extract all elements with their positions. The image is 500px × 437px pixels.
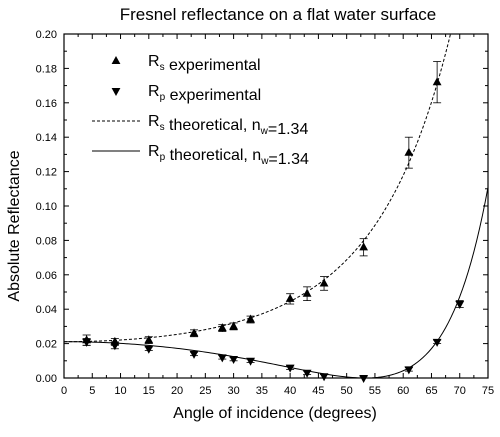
rs-data-point xyxy=(246,314,255,323)
rs-data-point xyxy=(359,242,369,251)
y-tick-label: 0.10 xyxy=(36,201,57,213)
legend-item: Rp theoretical, nw=1.34 xyxy=(92,143,309,168)
x-tick-label: 60 xyxy=(397,385,409,397)
rp-data-point xyxy=(359,374,369,383)
x-axis-label: Angle of incidence (degrees) xyxy=(173,405,377,422)
x-tick-label: 15 xyxy=(143,385,155,397)
rp-data-point xyxy=(302,369,312,378)
rp-data-point xyxy=(285,364,295,373)
rp-data-point xyxy=(404,366,414,375)
legend-text-part: R xyxy=(148,113,160,130)
legend-subscript: p xyxy=(160,152,166,163)
x-tick-label: 20 xyxy=(171,385,183,397)
rs-data-point xyxy=(229,321,238,330)
legend-subscript: s xyxy=(160,122,165,133)
x-tick-label: 70 xyxy=(454,385,466,397)
legend-label: Rp experimental xyxy=(148,83,261,104)
y-tick-label: 0.14 xyxy=(36,132,57,144)
legend-text-part: =1.34 xyxy=(268,151,309,168)
y-tick-label: 0.20 xyxy=(36,29,57,41)
y-tick-label: 0.04 xyxy=(36,304,57,316)
legend-marker xyxy=(111,56,121,65)
rp-data-point xyxy=(189,350,199,359)
y-tick-label: 0.18 xyxy=(36,63,57,75)
y-tick-label: 0.02 xyxy=(36,339,57,351)
rp-data-point xyxy=(82,338,92,347)
legend-text-part: R xyxy=(148,53,160,70)
rs-data-point xyxy=(189,328,199,337)
rs-data-point xyxy=(302,288,312,297)
y-tick-label: 0.06 xyxy=(36,270,57,282)
legend-label: Rs experimental xyxy=(148,53,261,74)
legend-label: Rs theoretical, nw=1.34 xyxy=(148,113,308,138)
plot-frame xyxy=(63,33,489,379)
legend-text-part: R xyxy=(148,143,160,160)
legend-label: Rp theoretical, nw=1.34 xyxy=(148,143,309,168)
x-tick-label: 35 xyxy=(256,385,268,397)
legend-text-part: theoretical, n xyxy=(165,117,261,134)
y-tick-label: 0.16 xyxy=(36,98,57,110)
x-tick-label: 40 xyxy=(284,385,296,397)
legend-text-part: theoretical, n xyxy=(165,147,261,164)
rs-data-point xyxy=(285,293,295,302)
x-tick-label: 25 xyxy=(199,385,211,397)
legend-subscript: s xyxy=(160,62,165,73)
x-tick-label: 10 xyxy=(114,385,126,397)
legend-subscript: p xyxy=(160,92,166,103)
x-tick-label: 45 xyxy=(312,385,324,397)
legend-subscript: w xyxy=(260,156,269,167)
rp-data-point xyxy=(110,342,120,351)
y-axis-label: Absolute Reflectance xyxy=(6,150,23,301)
rs-theory-curve xyxy=(64,34,452,343)
rp-data-point xyxy=(319,373,329,382)
x-tick-label: 65 xyxy=(425,385,437,397)
rp-data-point xyxy=(229,356,238,365)
x-tick-label: 30 xyxy=(227,385,239,397)
x-tick-label: 5 xyxy=(89,385,95,397)
legend-marker xyxy=(111,87,121,96)
x-tick-label: 75 xyxy=(482,385,494,397)
legend-subscript: w xyxy=(260,126,269,137)
rs-data-point xyxy=(217,323,227,332)
chart-title: Fresnel reflectance on a flat water surf… xyxy=(120,5,437,24)
y-tick-label: 0.12 xyxy=(36,167,57,179)
rs-data-point xyxy=(404,147,414,156)
legend-item: Rs experimental xyxy=(148,53,261,74)
x-tick-label: 0 xyxy=(61,385,67,397)
legend-text-part: experimental xyxy=(165,87,261,104)
legend-text-part: experimental xyxy=(165,57,261,74)
rp-data-point xyxy=(217,354,227,363)
rs-data-point xyxy=(144,335,154,344)
rp-data-point xyxy=(246,357,255,366)
x-tick-label: 50 xyxy=(341,385,353,397)
legend-item: Rs theoretical, nw=1.34 xyxy=(92,113,308,138)
rp-data-point xyxy=(432,338,442,347)
x-tick-label: 55 xyxy=(369,385,381,397)
y-tick-label: 0.08 xyxy=(36,235,57,247)
rp-theory-curve xyxy=(64,187,488,378)
rp-data-point xyxy=(144,345,154,354)
rs-data-point xyxy=(432,77,442,86)
legend-item: Rp experimental xyxy=(148,83,261,104)
plot-area: 0 5 10 15 20 25 30 35 40 45 50 55 60 65 70 75 0.00 0.02 0.… xyxy=(36,29,495,397)
legend-text-part: =1.34 xyxy=(268,121,309,138)
rs-data-point xyxy=(319,278,329,287)
legend-text-part: R xyxy=(148,83,160,100)
rp-data-point xyxy=(455,301,465,309)
y-tick-label: 0.00 xyxy=(36,373,57,385)
